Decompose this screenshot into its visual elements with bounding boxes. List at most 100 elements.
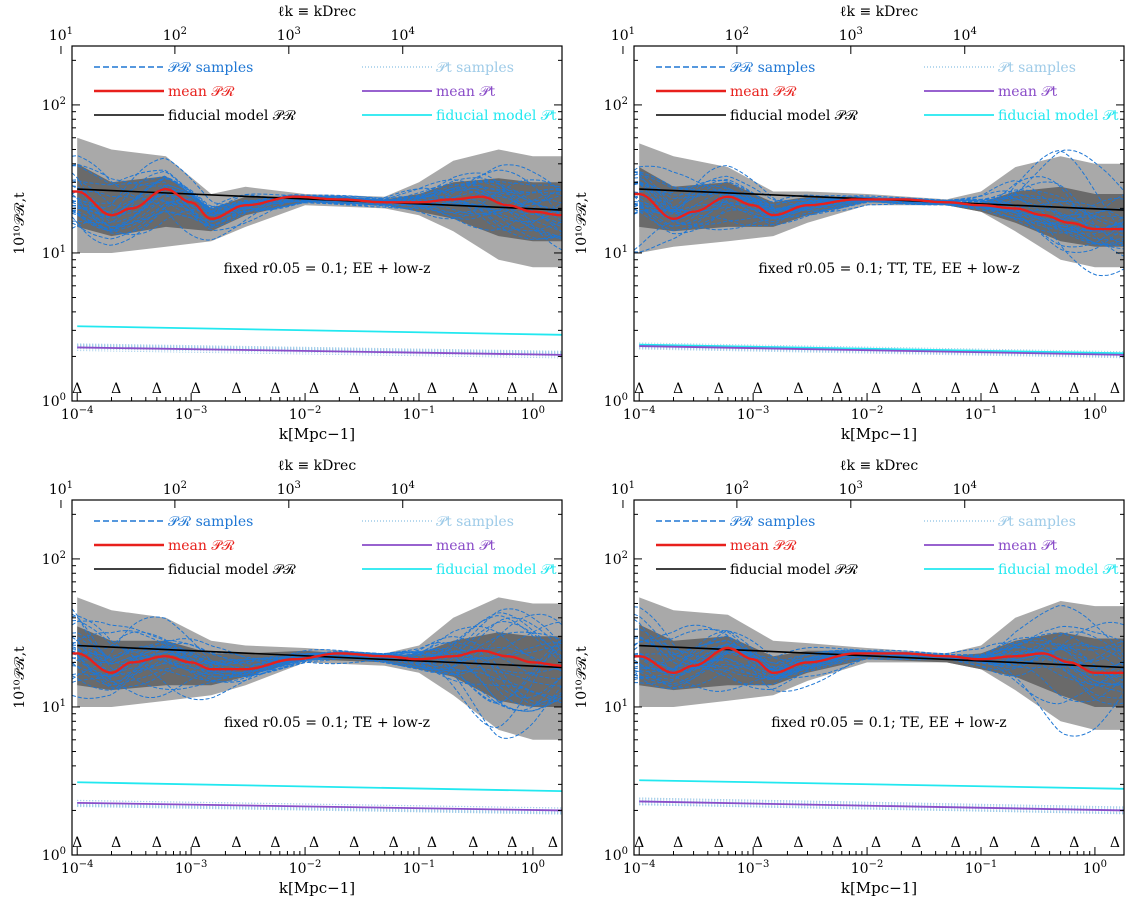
x-tick-label-exp: −3: [193, 405, 208, 416]
knot-marker: Δ: [270, 835, 280, 851]
knot-marker: Δ: [507, 835, 517, 851]
fiducial-curve-t: [77, 325, 562, 336]
y-tick-label: 100: [42, 846, 66, 864]
top-tick-label: 102: [163, 26, 187, 44]
top-tick-label: 101: [49, 26, 73, 44]
sample-curve-R: [634, 606, 1124, 686]
legend-entry: mean 𝒫t: [998, 538, 1057, 554]
sample-curve-R: [72, 612, 562, 701]
confidence-band-outer: [639, 143, 1124, 268]
chart-panel-2: Δ Δ Δ Δ Δ Δ Δ Δ Δ Δ Δ Δ Δ10−4 10−3 10−2 10−1 100k[Mpc−1]…: [574, 4, 1125, 443]
chart-panel-3: Δ Δ Δ Δ Δ Δ Δ Δ Δ Δ Δ Δ Δ10−4 10−3 10−2 10−1 100k[Mpc−1]…: [12, 458, 563, 897]
top-tick-label-text: 10: [49, 482, 67, 498]
top-tick-label-exp: 1: [67, 26, 73, 37]
top-axis-label: ℓk ≡ kDrec: [840, 458, 919, 474]
x-tick-label: 10−2: [289, 859, 322, 877]
top-tick-label: 102: [163, 480, 187, 498]
top-tick-label-exp: 1: [67, 480, 73, 491]
sample-curve-R: [634, 646, 1124, 737]
x-tick-label-text: 10: [521, 861, 539, 877]
sample-curve-R: [72, 178, 562, 216]
x-tick-label: 100: [1083, 859, 1107, 877]
confidence-band-inner: [639, 167, 1124, 247]
legend-entry: 𝒫t samples: [998, 514, 1076, 530]
sample-curve-R: [634, 149, 1124, 233]
y-tick-label: 101: [604, 244, 628, 262]
top-tick-label-text: 10: [391, 482, 409, 498]
knot-marker: Δ: [911, 381, 921, 397]
x-tick-label-text: 10: [737, 407, 755, 423]
x-tick-label-exp: −3: [193, 859, 208, 870]
plot-frame: [71, 45, 563, 402]
x-tick-label: 10−4: [623, 859, 656, 877]
knot-marker: Δ: [389, 835, 399, 851]
knot-marker: Δ: [911, 835, 921, 851]
y-tick-label: 100: [42, 392, 66, 410]
top-tick-label-exp: 3: [857, 480, 863, 491]
legend-entry: 𝒫t samples: [998, 60, 1076, 76]
x-tick-label-text: 10: [1083, 861, 1101, 877]
knot-marker: Δ: [1069, 381, 1079, 397]
plot-area: [72, 597, 562, 815]
y-tick-label-exp: 0: [60, 392, 66, 403]
sample-curve-R: [72, 193, 562, 232]
y-tick-label-exp: 2: [622, 550, 628, 561]
fiducial-curve-t: [639, 343, 1124, 355]
legend-entry: mean 𝒫t: [436, 538, 495, 554]
mean-curve-t: [77, 346, 562, 356]
y-tick-label-text: 10: [604, 848, 622, 864]
x-tick-label-exp: −3: [755, 405, 770, 416]
x-tick-label: 10−3: [175, 405, 208, 423]
knot-marker: Δ: [1030, 381, 1040, 397]
top-tick-label: 102: [725, 480, 749, 498]
knot-marker: Δ: [714, 835, 724, 851]
x-tick-label-text: 10: [289, 861, 307, 877]
knot-marker: Δ: [72, 381, 82, 397]
y-tick-label: 102: [42, 96, 66, 114]
x-tick-label-text: 10: [737, 861, 755, 877]
knot-marker: Δ: [673, 381, 683, 397]
y-tick-label: 100: [604, 392, 628, 410]
legend-entry: mean 𝒫t: [998, 84, 1057, 100]
sample-curve-R: [634, 639, 1124, 705]
mean-curve-R: [72, 187, 562, 221]
x-tick-label: 10−3: [737, 405, 770, 423]
knot-marker: Δ: [349, 381, 359, 397]
knot-marker: Δ: [832, 835, 842, 851]
top-tick-label-exp: 2: [181, 26, 187, 37]
legend-entry: mean 𝒫ℛ: [730, 538, 797, 554]
chart-panel-1: Δ Δ Δ Δ Δ Δ Δ Δ Δ Δ Δ Δ Δ10−4 10−3 10−2 10−1 100k[Mpc−1]…: [12, 4, 563, 443]
y-tick-label: 102: [604, 550, 628, 568]
mean-curve-t: [77, 801, 562, 812]
top-tick-label-exp: 1: [629, 26, 635, 37]
knot-marker: Δ: [191, 835, 201, 851]
sample-curve-R: [634, 635, 1124, 687]
plot-area: [72, 137, 562, 359]
legend-entry: fiducial model 𝒫t: [436, 562, 557, 578]
top-axis-label: ℓk ≡ kDrec: [278, 4, 357, 20]
top-tick-label-exp: 2: [181, 480, 187, 491]
y-tick-label-exp: 0: [622, 392, 628, 403]
knot-marker: Δ: [349, 835, 359, 851]
sample-curve-t: [77, 804, 562, 813]
y-axis-label: 10¹⁰𝒫ℛ,t: [574, 646, 590, 709]
top-tick-label: 101: [611, 480, 635, 498]
top-tick-label-text: 10: [391, 28, 409, 44]
knot-marker: Δ: [832, 381, 842, 397]
x-tick-label: 100: [521, 859, 545, 877]
knot-marker: Δ: [871, 835, 881, 851]
knot-marker: Δ: [673, 835, 683, 851]
knot-marker: Δ: [753, 381, 763, 397]
knot-marker: Δ: [714, 381, 724, 397]
sample-curve-R: [72, 188, 562, 232]
x-tick-label: 10−2: [851, 859, 884, 877]
legend-entry: mean 𝒫t: [436, 84, 495, 100]
y-tick-label: 102: [604, 96, 628, 114]
x-tick-label: 10−1: [965, 405, 998, 423]
top-tick-label-text: 10: [163, 482, 181, 498]
x-tick-label-exp: 0: [539, 859, 545, 870]
x-tick-label-exp: −2: [869, 859, 884, 870]
y-tick-label-text: 10: [604, 394, 622, 410]
knot-marker: Δ: [634, 381, 644, 397]
